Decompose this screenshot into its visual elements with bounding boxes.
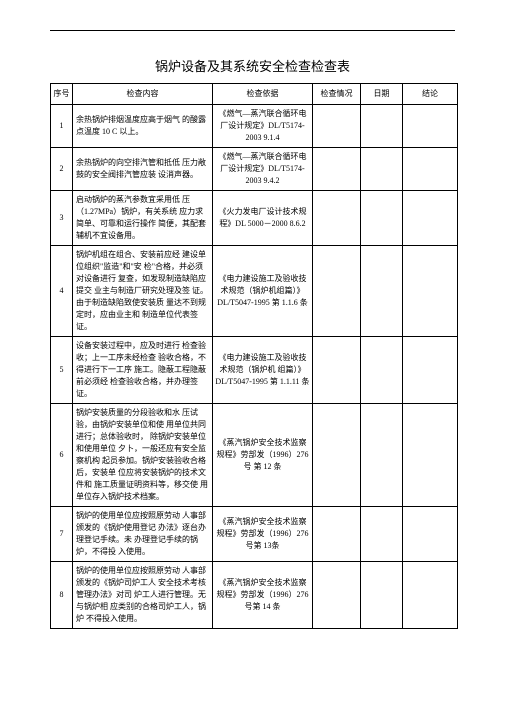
cell-seq: 1 xyxy=(51,105,73,148)
table-row: 1余热锅炉排烟温度应高于烟气 的酸露点温度 10 C 以上。《燃气—蒸汽联合循环… xyxy=(51,105,458,148)
cell-basis: 《电力建设施工及验收技术规范（锅炉机 组篇）》DL/T5047-1995 第 1… xyxy=(213,337,313,404)
cell-conclusion xyxy=(403,148,458,191)
table-row: 2余热锅炉的向空排汽管和抵低 压力敞鼓的安全阀排汽管应装 设消声器。《燃气—蒸汽… xyxy=(51,148,458,191)
cell-content: 设备安装过程中，应及时进行 检查验收；上一工序未经检查 验收合格，不得进行下一工… xyxy=(73,337,213,404)
table-row: 6锅炉安装质量的分段验收和水 压试验，由锅炉安装单位和使 用单位共同进行；总体验… xyxy=(51,404,458,507)
cell-content: 锅炉安装质量的分段验收和水 压试验，由锅炉安装单位和使 用单位共同进行；总体验收… xyxy=(73,404,213,507)
table-row: 5设备安装过程中，应及时进行 检查验收；上一工序未经检查 验收合格，不得进行下一… xyxy=(51,337,458,404)
header-date: 日期 xyxy=(361,84,403,105)
cell-content: 余热锅炉的向空排汽管和抵低 压力敞鼓的安全阀排汽管应装 设消声器。 xyxy=(73,148,213,191)
cell-conclusion xyxy=(403,404,458,507)
cell-situation xyxy=(313,246,361,337)
header-row: 序号 检查内容 检查依据 检查情况 日期 结论 xyxy=(51,84,458,105)
cell-seq: 8 xyxy=(51,562,73,629)
inspection-table: 序号 检查内容 检查依据 检查情况 日期 结论 1余热锅炉排烟温度应高于烟气 的… xyxy=(50,83,458,629)
cell-date xyxy=(361,337,403,404)
table-title: 锅炉设备及其系统安全检查检查表 xyxy=(50,56,455,75)
cell-content: 锅炉机组在组合、安装前应经 建设单位组织"监造"和"安 检"合格，并必须对设备进… xyxy=(73,246,213,337)
cell-date xyxy=(361,105,403,148)
cell-basis: 《电力建设施工及验收技术规范（锅炉机组篇）》DL/T5047-1995 第 1.… xyxy=(213,246,313,337)
cell-content: 锅炉的使用单位应按照原劳动 人事部颁发的《锅炉司炉工人 安全技术考核管理办法》对… xyxy=(73,562,213,629)
table-row: 3启动锅炉的蒸汽参数宜采用低 压（1.27MPa）锅炉，有关系统 应力求简单、可… xyxy=(51,191,458,246)
cell-seq: 5 xyxy=(51,337,73,404)
cell-conclusion xyxy=(403,337,458,404)
cell-basis: 《燃气—蒸汽联合循环电厂设计规定》DL/T5174-2003 9.1.4 xyxy=(213,105,313,148)
cell-situation xyxy=(313,148,361,191)
cell-content: 余热锅炉排烟温度应高于烟气 的酸露点温度 10 C 以上。 xyxy=(73,105,213,148)
cell-seq: 4 xyxy=(51,246,73,337)
header-situation: 检查情况 xyxy=(313,84,361,105)
cell-situation xyxy=(313,105,361,148)
cell-basis: 《燃气—蒸汽联合循环电厂设计规定》DL/T5174-2003 9.4.2 xyxy=(213,148,313,191)
cell-content: 锅炉的使用单位应按照原劳动 人事部颁发的《锅炉使用登记 办法》逐台办理登记手续。… xyxy=(73,507,213,562)
cell-date xyxy=(361,246,403,337)
cell-date xyxy=(361,507,403,562)
cell-date xyxy=(361,562,403,629)
header-basis: 检查依据 xyxy=(213,84,313,105)
cell-date xyxy=(361,404,403,507)
cell-conclusion xyxy=(403,562,458,629)
cell-basis: 《蒸汽锅炉安全技术监察规程》劳部发（1996）276 号第 14 条 xyxy=(213,562,313,629)
cell-conclusion xyxy=(403,105,458,148)
cell-situation xyxy=(313,191,361,246)
cell-conclusion xyxy=(403,191,458,246)
cell-situation xyxy=(313,404,361,507)
page: 锅炉设备及其系统安全检查检查表 序号 检查内容 检查依据 检查情况 日期 结论 … xyxy=(0,0,505,714)
cell-content: 启动锅炉的蒸汽参数宜采用低 压（1.27MPa）锅炉，有关系统 应力求简单、可靠… xyxy=(73,191,213,246)
cell-seq: 6 xyxy=(51,404,73,507)
header-content: 检查内容 xyxy=(73,84,213,105)
cell-conclusion xyxy=(403,507,458,562)
cell-conclusion xyxy=(403,246,458,337)
table-row: 4锅炉机组在组合、安装前应经 建设单位组织"监造"和"安 检"合格，并必须对设备… xyxy=(51,246,458,337)
table-row: 8锅炉的使用单位应按照原劳动 人事部颁发的《锅炉司炉工人 安全技术考核管理办法》… xyxy=(51,562,458,629)
cell-date xyxy=(361,191,403,246)
cell-seq: 7 xyxy=(51,507,73,562)
cell-basis: 《蒸汽锅炉安全技术监察规程》劳部发（1996）276 号 第 12 条 xyxy=(213,404,313,507)
cell-seq: 3 xyxy=(51,191,73,246)
cell-situation xyxy=(313,337,361,404)
header-conclusion: 结论 xyxy=(403,84,458,105)
cell-basis: 《火力发电厂设计技术规程》DL 5000－2000 8.6.2 xyxy=(213,191,313,246)
cell-situation xyxy=(313,562,361,629)
cell-situation xyxy=(313,507,361,562)
header-seq: 序号 xyxy=(51,84,73,105)
table-row: 7锅炉的使用单位应按照原劳动 人事部颁发的《锅炉使用登记 办法》逐台办理登记手续… xyxy=(51,507,458,562)
top-divider xyxy=(50,30,455,31)
cell-basis: 《蒸汽锅炉安全技术监察规程》劳部发（1996）276 号第 13条 xyxy=(213,507,313,562)
cell-seq: 2 xyxy=(51,148,73,191)
cell-date xyxy=(361,148,403,191)
